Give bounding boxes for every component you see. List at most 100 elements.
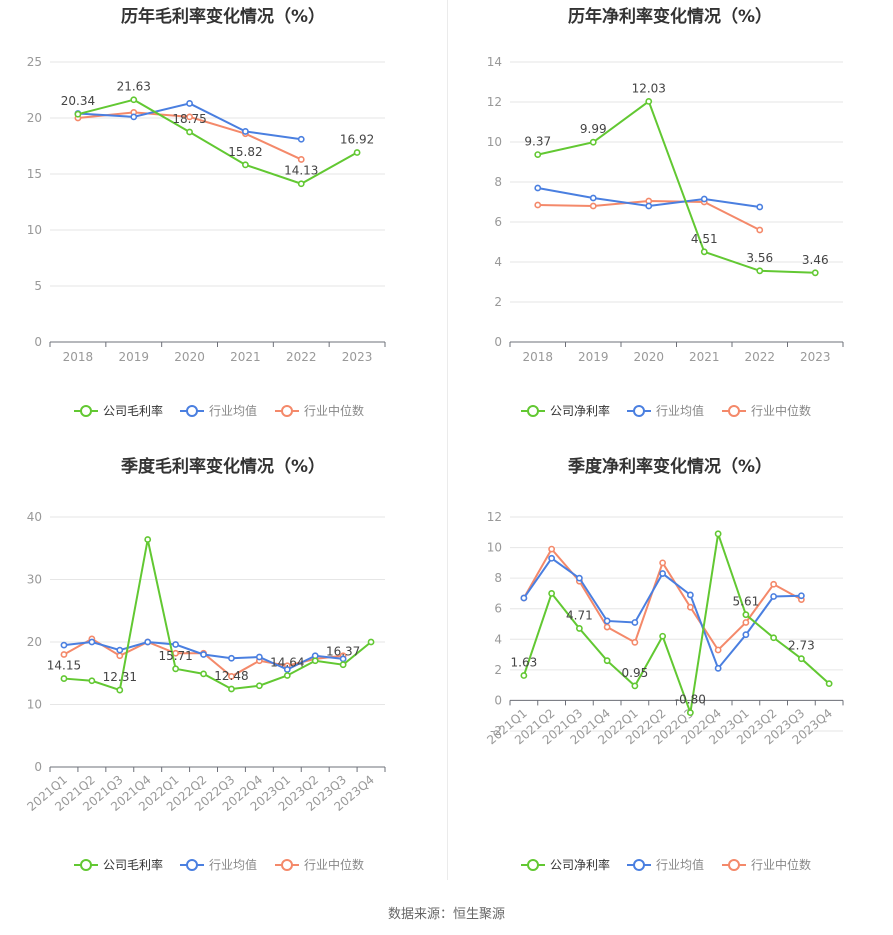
data-point (116, 646, 124, 654)
data-point (283, 666, 291, 673)
y-tick-label: 6 (494, 215, 502, 229)
chart-svg: 季度毛利率变化情况（%）0102030402021Q12021Q22021Q32… (24, 456, 386, 872)
data-label: 1.63 (511, 656, 538, 670)
legend-marker (633, 859, 645, 871)
series-line (77, 98, 358, 185)
data-label: 3.46 (802, 253, 829, 267)
y-tick-label: -2 (490, 724, 502, 738)
data-label: 9.99 (580, 122, 607, 136)
data-point (200, 651, 207, 658)
x-tick-label: 2023 (342, 350, 373, 364)
legend-label: 公司毛利率 (103, 403, 163, 418)
data-point (770, 580, 778, 588)
data-point (144, 536, 152, 543)
data-point (116, 652, 124, 660)
data-point (797, 592, 805, 600)
y-tick-label: 20 (27, 111, 42, 125)
data-point (116, 686, 124, 694)
data-point (756, 267, 764, 275)
data-point (228, 672, 235, 680)
data-point (589, 138, 597, 146)
y-tick-label: 2 (494, 295, 502, 309)
data-point (255, 653, 263, 661)
data-point (659, 632, 667, 640)
data-label: 12.03 (632, 81, 666, 95)
chart-title: 历年净利率变化情况（%） (568, 6, 772, 27)
y-tick-label: 0 (34, 760, 42, 774)
data-point (520, 672, 528, 679)
data-point (200, 670, 207, 678)
legend-label: 公司毛利率 (103, 857, 163, 872)
data-point (144, 638, 152, 646)
data-point (575, 625, 583, 632)
data-point (770, 634, 778, 642)
data-point (548, 590, 556, 597)
data-label: 14.64 (270, 656, 304, 670)
y-tick-label: 40 (27, 510, 42, 524)
data-point (742, 611, 750, 619)
data-point (60, 651, 68, 658)
y-tick-label: 5 (34, 279, 42, 293)
data-point (714, 664, 722, 672)
y-tick-label: 14 (487, 55, 502, 69)
data-label: 2.73 (788, 639, 815, 653)
quarterly-gross-margin-chart: 季度毛利率变化情况（%） 0 10 20 30 40 2021Q1 2021Q2 2021Q3 2… (0, 450, 446, 900)
data-label: 0.95 (622, 666, 649, 680)
y-tick-label: 15 (27, 167, 42, 181)
legend-marker (633, 405, 645, 417)
series-line (63, 539, 372, 692)
data-point (520, 594, 528, 602)
data-label: 12.31 (103, 670, 137, 684)
data-label: 12.48 (214, 669, 248, 683)
x-tick-label: 2018 (63, 350, 94, 364)
annual-net-margin-chart: 历年净利率变化情况（%） 0 2 4 6 8 10 12 14 2018 2019 2020 2021 2… (447, 0, 893, 450)
data-point (686, 603, 694, 611)
x-tick-label: 2022 (744, 350, 775, 364)
y-tick-label: 0 (494, 335, 502, 349)
data-point (255, 682, 263, 690)
annual-gross-margin-chart: 历年毛利率变化情况（%） 0 5 10 15 20 25 2018 2019 2020 2021 20… (0, 0, 446, 450)
data-point (339, 661, 347, 669)
x-tick-label: 2020 (174, 350, 205, 364)
y-tick-label: 12 (487, 510, 502, 524)
data-point (631, 638, 639, 646)
data-point (811, 269, 819, 277)
data-point (534, 184, 542, 192)
data-point (130, 113, 138, 121)
y-tick-label: 0 (34, 335, 42, 349)
legend-marker (281, 405, 293, 417)
y-tick-label: 8 (494, 571, 502, 585)
series-line (522, 533, 830, 713)
data-label: 15.82 (228, 145, 262, 159)
data-point (172, 665, 180, 673)
y-tick-label: 6 (494, 602, 502, 616)
data-point (603, 617, 611, 625)
data-point (603, 623, 611, 631)
y-tick-label: 10 (27, 698, 42, 712)
data-label: 20.34 (61, 94, 95, 108)
data-point (172, 641, 180, 648)
data-source: 数据来源：恒生聚源 (387, 907, 505, 922)
data-point (548, 554, 556, 562)
chart-svg: 季度净利率变化情况（%）-20246810122021Q12021Q22021Q… (484, 456, 844, 872)
data-point (742, 619, 750, 626)
legend-label: 行业中位数 (751, 403, 811, 418)
data-label: 9.37 (524, 135, 551, 149)
data-point (589, 194, 597, 202)
data-point (686, 709, 694, 717)
data-point (60, 675, 68, 682)
data-point (186, 100, 193, 107)
data-point (242, 161, 249, 169)
legend-marker (527, 405, 539, 417)
data-point (714, 530, 722, 538)
legend-marker (186, 859, 198, 871)
y-tick-label: 20 (27, 635, 42, 649)
y-tick-label: 25 (27, 55, 42, 69)
chart-svg: 历年净利率变化情况（%） 0 2 4 6 8 10 12 14 2018 2019 2020 2021 2… (487, 6, 844, 418)
data-point (742, 631, 750, 639)
chart-title: 历年毛利率变化情况（%） (121, 6, 325, 27)
data-point (686, 591, 694, 599)
legend-marker (527, 859, 539, 871)
data-point (186, 113, 193, 121)
legend-label: 公司净利率 (550, 857, 610, 872)
